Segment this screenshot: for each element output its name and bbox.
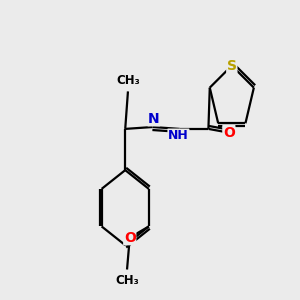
Text: CH₃: CH₃ xyxy=(116,74,140,87)
Text: NH: NH xyxy=(168,129,189,142)
Text: N: N xyxy=(148,112,160,126)
Text: O: O xyxy=(124,231,136,245)
Text: O: O xyxy=(223,126,235,140)
Text: CH₃: CH₃ xyxy=(115,274,139,287)
Text: S: S xyxy=(227,58,237,73)
